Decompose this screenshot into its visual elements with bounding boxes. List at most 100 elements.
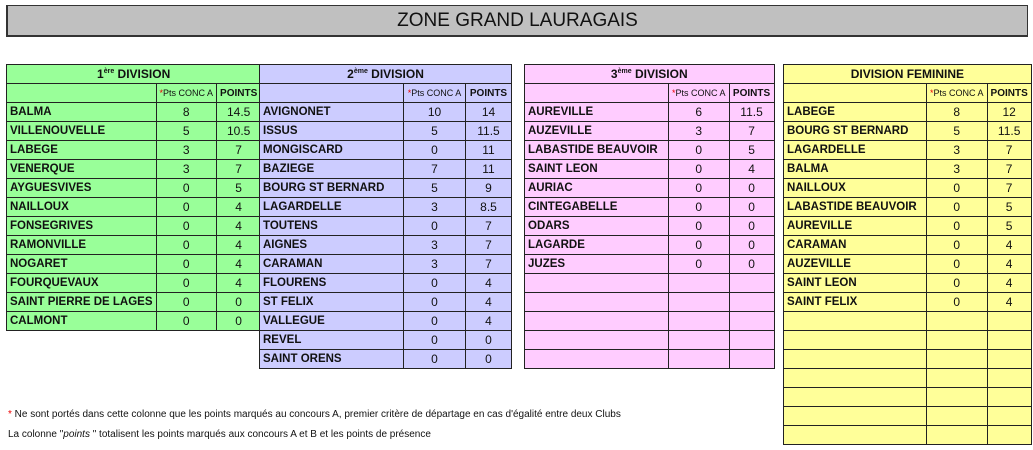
table-row: LABEGE 3 7 — [6, 140, 262, 160]
club-name: ISSUS — [259, 121, 404, 141]
pts-conc-a: 0 — [926, 178, 988, 198]
table-row: FLOURENS 0 4 — [259, 273, 512, 293]
table-row: ISSUS 5 11.5 — [259, 121, 512, 141]
table-row: LAGARDELLE 3 8.5 — [259, 197, 512, 217]
table-row: LABASTIDE BEAUVOIR 0 5 — [783, 197, 1032, 217]
table-fem: DIVISION FEMININE *Pts CONC A POINTS LABEGE… — [783, 64, 1032, 445]
pts-conc-a: 0 — [403, 311, 466, 331]
pts-conc-a: 3 — [668, 121, 730, 141]
table-row: TOUTENS 0 7 — [259, 216, 512, 236]
table-row: BAZIEGE 7 11 — [259, 159, 512, 179]
table-row: CINTEGABELLE 0 0 — [524, 197, 775, 217]
points: 5 — [986, 197, 1032, 217]
table-row: MONGISCARD 0 11 — [259, 140, 512, 160]
points: 0 — [728, 216, 775, 236]
pts-conc-a: 0 — [926, 254, 988, 274]
table-row: LABEGE 8 12 — [783, 102, 1032, 122]
club-name: VALLEGUE — [259, 311, 404, 331]
table-row: AYGUESVIVES 0 5 — [6, 178, 262, 198]
club-name: ST FELIX — [259, 292, 404, 312]
footnote-text: Ne sont portés dans cette colonne que le… — [11, 409, 621, 420]
empty-row — [783, 368, 1032, 388]
points: 0 — [216, 292, 262, 312]
blank-header — [6, 83, 157, 103]
points: 7 — [216, 140, 262, 160]
club-name: AYGUESVIVES — [6, 178, 157, 198]
club-name: SAINT ORENS — [259, 349, 404, 369]
points: 10.5 — [216, 121, 262, 141]
club-name: FLOURENS — [259, 273, 404, 293]
table-row: AIGNES 3 7 — [259, 235, 512, 255]
pts-conc-a: 7 — [403, 159, 466, 179]
points: 7 — [986, 178, 1032, 198]
points: 0 — [728, 235, 775, 255]
club-name: AIGNES — [259, 235, 404, 255]
club-name: RAMONVILLE — [6, 235, 157, 255]
pts-conc-a: 0 — [403, 140, 466, 160]
division-header: 3ème DIVISION — [524, 64, 775, 84]
club-name: AURIAC — [524, 178, 669, 198]
points: 11 — [465, 159, 512, 179]
pts-conc-a: 0 — [403, 349, 466, 369]
table-row: AVIGNONET 10 14 — [259, 102, 512, 122]
header-points: POINTS — [465, 83, 512, 103]
points: 14 — [465, 102, 512, 122]
table-row: VILLENOUVELLE 5 10.5 — [6, 121, 262, 141]
pts-conc-a: 10 — [403, 102, 466, 122]
points: 12 — [986, 102, 1032, 122]
table-row: BALMA 8 14.5 — [6, 102, 262, 122]
club-name: AVIGNONET — [259, 102, 404, 122]
pts-conc-a: 0 — [668, 159, 730, 179]
division-header: 2ème DIVISION — [259, 64, 512, 84]
club-name: CALMONT — [6, 311, 157, 331]
pts-conc-a: 8 — [926, 102, 988, 122]
footnote-points: La colonne "points " totalisent les poin… — [8, 429, 431, 440]
club-name: AUZEVILLE — [783, 254, 927, 274]
empty-row — [524, 311, 775, 331]
asterisk: * — [8, 409, 12, 420]
pts-conc-a: 0 — [668, 216, 730, 236]
table-row: JUZES 0 0 — [524, 254, 775, 274]
club-name: FOURQUEVAUX — [6, 273, 157, 293]
points: 0 — [465, 349, 512, 369]
club-name: SAINT LEON — [783, 273, 927, 293]
club-name: LAGARDELLE — [259, 197, 404, 217]
table-row: AUZEVILLE 0 4 — [783, 254, 1032, 274]
pts-conc-a: 0 — [403, 273, 466, 293]
club-name: CARAMAN — [783, 235, 927, 255]
points: 14.5 — [216, 102, 262, 122]
points: 7 — [465, 216, 512, 236]
club-name: FONSEGRIVES — [6, 216, 157, 236]
empty-row — [524, 330, 775, 350]
club-name: SAINT LEON — [524, 159, 669, 179]
footnote-text: " totalisent les points marqués aux conc… — [89, 429, 431, 440]
table-row: BALMA 3 7 — [783, 159, 1032, 179]
club-name: LABEGE — [6, 140, 157, 160]
pts-conc-a: 0 — [403, 216, 466, 236]
club-name: BOURG ST BERNARD — [783, 121, 927, 141]
empty-row — [783, 330, 1032, 350]
points: 0 — [728, 178, 775, 198]
table-div2: 2ème DIVISION *Pts CONC A POINTS AVIGNONET 1… — [259, 64, 512, 369]
points: 4 — [465, 273, 512, 293]
points: 4 — [986, 273, 1032, 293]
pts-conc-a: 5 — [403, 121, 466, 141]
club-name: ODARS — [524, 216, 669, 236]
pts-conc-a: 0 — [926, 292, 988, 312]
pts-conc-a: 0 — [926, 216, 988, 236]
header-points: POINTS — [728, 83, 775, 103]
division-header: DIVISION FEMININE — [783, 64, 1032, 84]
pts-conc-a: 0 — [155, 311, 218, 331]
header-pts-conc-a: *Pts CONC A — [155, 83, 218, 103]
table-row: RAMONVILLE 0 4 — [6, 235, 262, 255]
table-row: ST FELIX 0 4 — [259, 292, 512, 312]
table-row: AUZEVILLE 3 7 — [524, 121, 775, 141]
footnote-emphasis: points — [63, 429, 90, 440]
blank-header — [259, 83, 404, 103]
pts-conc-a: 0 — [403, 292, 466, 312]
blank-header — [783, 83, 927, 103]
pts-conc-a: 3 — [155, 140, 218, 160]
club-name: VENERQUE — [6, 159, 157, 179]
points: 7 — [465, 235, 512, 255]
club-name: AUREVILLE — [783, 216, 927, 236]
